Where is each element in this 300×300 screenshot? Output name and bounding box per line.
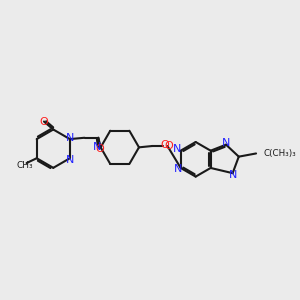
Text: O: O bbox=[95, 144, 104, 154]
Text: N: N bbox=[93, 142, 102, 152]
Text: N: N bbox=[66, 133, 75, 143]
Text: CH₃: CH₃ bbox=[16, 161, 33, 170]
Text: N: N bbox=[173, 144, 182, 154]
Text: N: N bbox=[229, 170, 237, 180]
Text: C(CH₃)₃: C(CH₃)₃ bbox=[263, 149, 296, 158]
Text: O: O bbox=[40, 116, 48, 127]
Text: N: N bbox=[174, 164, 183, 174]
Text: N: N bbox=[66, 154, 75, 165]
Text: N: N bbox=[222, 137, 231, 148]
Text: O: O bbox=[165, 141, 173, 151]
Text: O: O bbox=[160, 140, 169, 151]
